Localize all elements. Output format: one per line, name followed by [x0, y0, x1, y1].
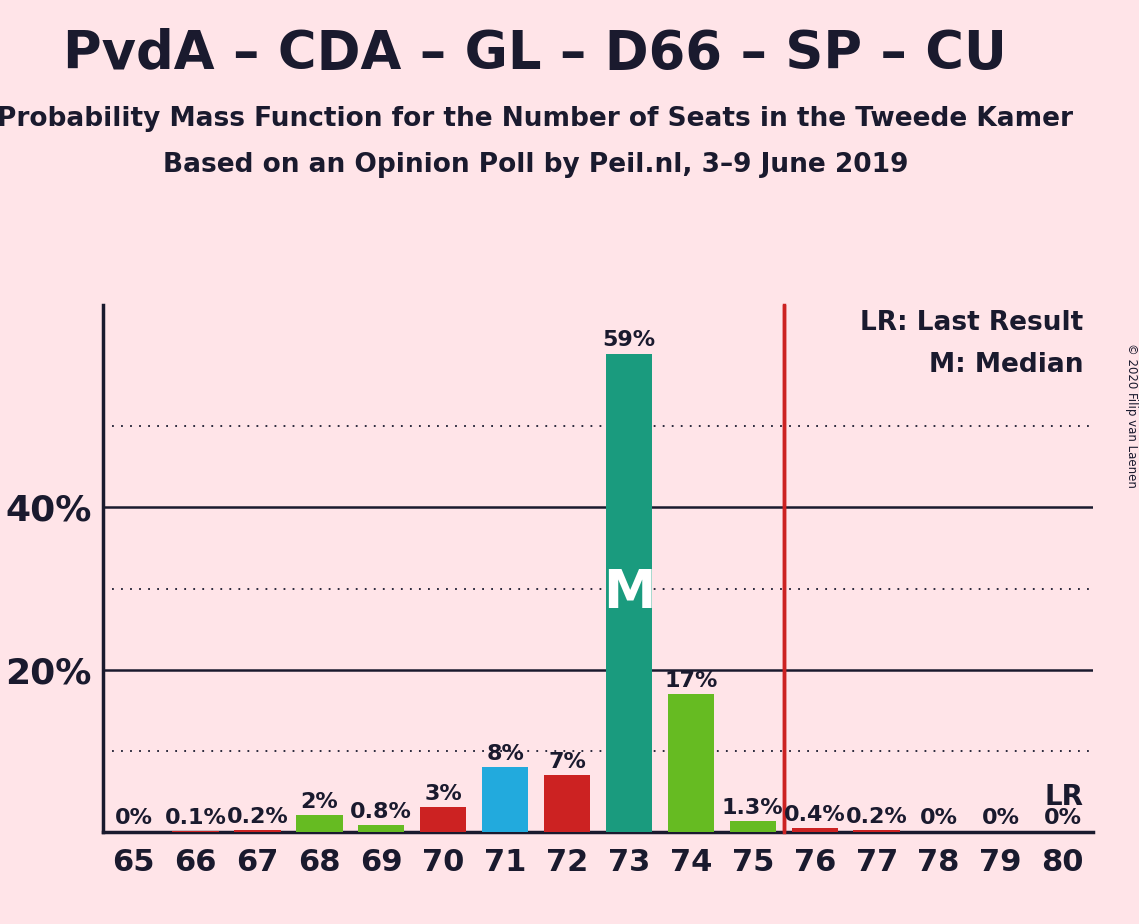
Text: M: Median: M: Median: [929, 352, 1083, 378]
Bar: [482, 767, 528, 832]
Text: 59%: 59%: [603, 330, 656, 350]
Text: 8%: 8%: [486, 744, 524, 763]
Text: Based on an Opinion Poll by Peil.nl, 3–9 June 2019: Based on an Opinion Poll by Peil.nl, 3–9…: [163, 152, 908, 178]
Text: 0%: 0%: [919, 808, 958, 828]
Text: 0.4%: 0.4%: [784, 805, 845, 825]
Text: 0%: 0%: [1043, 808, 1081, 828]
Bar: [543, 775, 590, 832]
Text: 0.1%: 0.1%: [164, 808, 227, 828]
Text: M: M: [603, 566, 655, 618]
Text: PvdA – CDA – GL – D66 – SP – CU: PvdA – CDA – GL – D66 – SP – CU: [64, 28, 1007, 79]
Text: 0%: 0%: [982, 808, 1019, 828]
Bar: [296, 815, 343, 832]
Text: 7%: 7%: [548, 751, 585, 772]
Text: 0%: 0%: [115, 808, 153, 828]
Text: 0.2%: 0.2%: [227, 807, 288, 827]
Bar: [667, 694, 714, 832]
Text: © 2020 Filip van Laenen: © 2020 Filip van Laenen: [1124, 344, 1138, 488]
Bar: [730, 821, 776, 832]
Text: 0.8%: 0.8%: [351, 802, 412, 821]
Bar: [853, 830, 900, 832]
Bar: [792, 828, 838, 832]
Text: 3%: 3%: [424, 784, 462, 804]
Bar: [606, 354, 653, 832]
Bar: [420, 808, 466, 832]
Text: 1.3%: 1.3%: [722, 797, 784, 818]
Text: Probability Mass Function for the Number of Seats in the Tweede Kamer: Probability Mass Function for the Number…: [0, 106, 1073, 132]
Bar: [358, 825, 404, 832]
Text: 2%: 2%: [301, 792, 338, 812]
Text: 0.2%: 0.2%: [846, 807, 908, 827]
Text: 17%: 17%: [664, 671, 718, 690]
Text: LR: Last Result: LR: Last Result: [860, 310, 1083, 336]
Bar: [235, 830, 280, 832]
Text: LR: LR: [1044, 783, 1083, 810]
